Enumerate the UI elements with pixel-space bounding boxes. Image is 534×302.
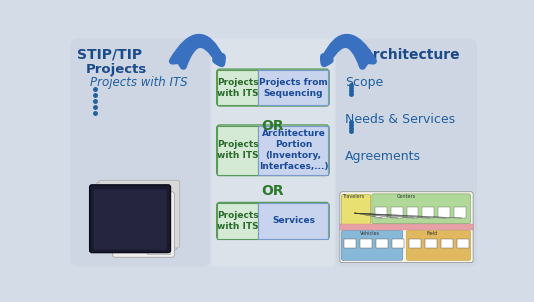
Bar (374, 207, 387, 218)
Bar (441, 239, 453, 249)
FancyBboxPatch shape (147, 191, 170, 254)
Bar (217, 203, 258, 239)
Bar (438, 207, 451, 218)
FancyBboxPatch shape (341, 230, 403, 260)
Text: Projects: Projects (86, 63, 147, 76)
Text: STIP/TIP: STIP/TIP (76, 48, 142, 62)
Bar (457, 239, 469, 249)
Bar (425, 239, 437, 249)
FancyBboxPatch shape (406, 230, 470, 260)
Text: OR: OR (262, 119, 284, 133)
Bar (390, 207, 403, 218)
Bar (258, 126, 328, 175)
Bar (376, 239, 388, 249)
Text: Scope: Scope (345, 76, 383, 89)
FancyBboxPatch shape (372, 194, 470, 224)
FancyBboxPatch shape (93, 185, 174, 252)
Text: Agreements: Agreements (345, 150, 421, 163)
Bar (360, 239, 372, 249)
FancyBboxPatch shape (70, 39, 210, 266)
Bar (422, 207, 435, 218)
Bar (258, 203, 328, 239)
FancyBboxPatch shape (340, 192, 473, 263)
Bar (217, 126, 258, 175)
Text: Projects
with ITS: Projects with ITS (217, 211, 259, 231)
FancyBboxPatch shape (336, 39, 477, 266)
FancyBboxPatch shape (90, 185, 170, 252)
Bar (392, 239, 404, 249)
Bar (344, 239, 356, 249)
Text: Vehicles: Vehicles (360, 231, 380, 236)
FancyBboxPatch shape (113, 192, 174, 257)
FancyBboxPatch shape (211, 39, 334, 266)
Text: Projects
with ITS: Projects with ITS (217, 140, 259, 160)
Text: OR: OR (262, 184, 284, 198)
Bar (406, 207, 419, 218)
Text: Needs & Services: Needs & Services (345, 113, 456, 126)
Text: Projects from
Sequencing: Projects from Sequencing (259, 78, 328, 98)
Bar (454, 207, 466, 218)
FancyBboxPatch shape (93, 189, 167, 249)
Text: Architecture: Architecture (363, 48, 461, 62)
Bar (258, 70, 328, 105)
Text: Travelers: Travelers (342, 194, 364, 199)
Text: Projects
with ITS: Projects with ITS (217, 78, 259, 98)
FancyBboxPatch shape (96, 182, 177, 250)
Bar (340, 224, 473, 230)
Text: Field: Field (427, 231, 438, 236)
Text: Projects with ITS: Projects with ITS (90, 76, 188, 89)
FancyBboxPatch shape (341, 194, 371, 229)
Text: Architecture
Portion
(Inventory,
Interfaces,...): Architecture Portion (Inventory, Interfa… (258, 129, 328, 171)
Text: Centers: Centers (397, 194, 416, 199)
Text: Services: Services (272, 217, 315, 225)
Bar (409, 239, 421, 249)
FancyBboxPatch shape (99, 180, 180, 248)
Bar (217, 70, 258, 105)
